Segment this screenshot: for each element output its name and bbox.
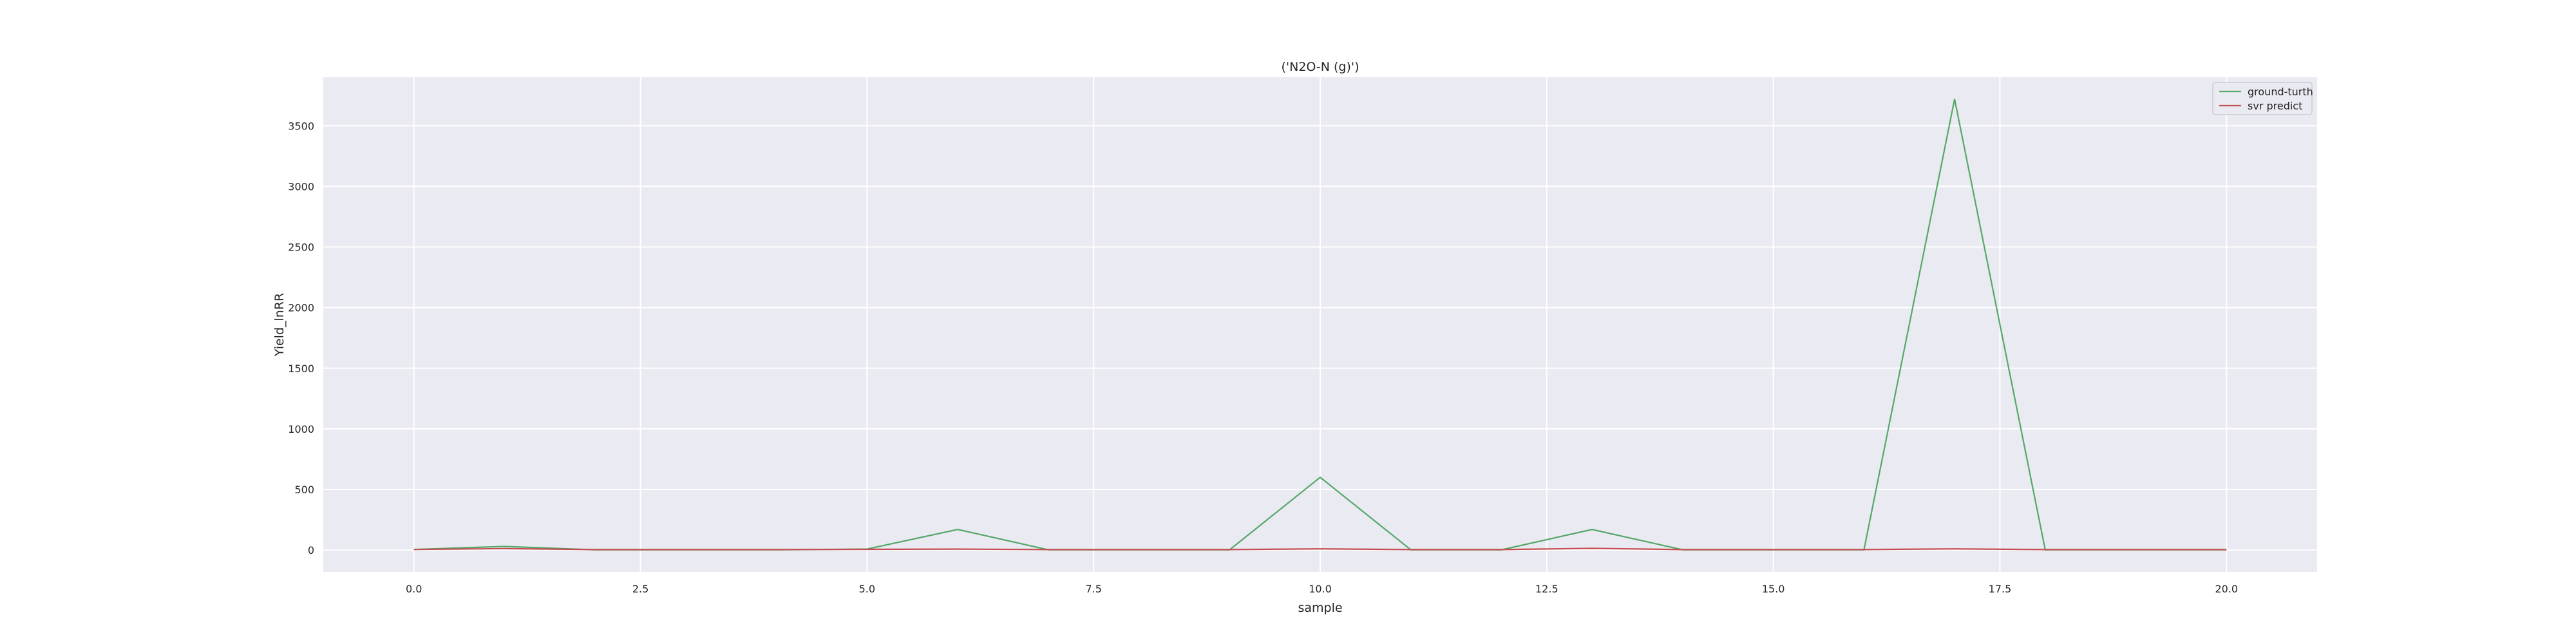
y-tick-label: 1500 (288, 363, 314, 375)
x-tick-label: 12.5 (1535, 583, 1558, 595)
x-tick-label: 5.0 (859, 583, 875, 595)
tick-labels: 0.0 2.5 5.0 7.5 10.0 12.5 15.0 17.5 20.0 0 500 1000… (288, 120, 2238, 595)
legend-box (2212, 82, 2313, 115)
x-tick-label: 0.0 (406, 583, 422, 595)
x-tick-label: 20.0 (2215, 583, 2238, 595)
series-lines (413, 99, 2227, 551)
x-tick-label: 7.5 (1085, 583, 1101, 595)
x-tick-label: 15.0 (1762, 583, 1785, 595)
legend-label-svr-predict: svr predict (2248, 100, 2302, 112)
legend-label-ground-turth: ground-turth (2248, 86, 2313, 98)
y-axis-label: Yield_lnRR (272, 293, 287, 357)
x-tick-label: 10.0 (1309, 583, 1332, 595)
y-tick-label: 3000 (288, 180, 314, 193)
y-tick-label: 2500 (288, 242, 314, 254)
y-tick-label: 500 (294, 484, 314, 496)
x-tick-label: 17.5 (1989, 583, 2012, 595)
y-tick-label: 2000 (288, 302, 314, 314)
y-tick-label: 3500 (288, 120, 314, 132)
y-tick-label: 1000 (288, 423, 314, 435)
grid-lines (323, 77, 2317, 572)
series-line-svr-predict (413, 547, 2227, 551)
x-axis-label: sample (1298, 601, 1342, 615)
x-tick-label: 2.5 (632, 583, 649, 595)
chart-title: ('N2O-N (g)') (1281, 60, 1359, 74)
legend: ground-turth svr predict (2212, 82, 2313, 115)
y-tick-label: 0 (308, 544, 314, 556)
